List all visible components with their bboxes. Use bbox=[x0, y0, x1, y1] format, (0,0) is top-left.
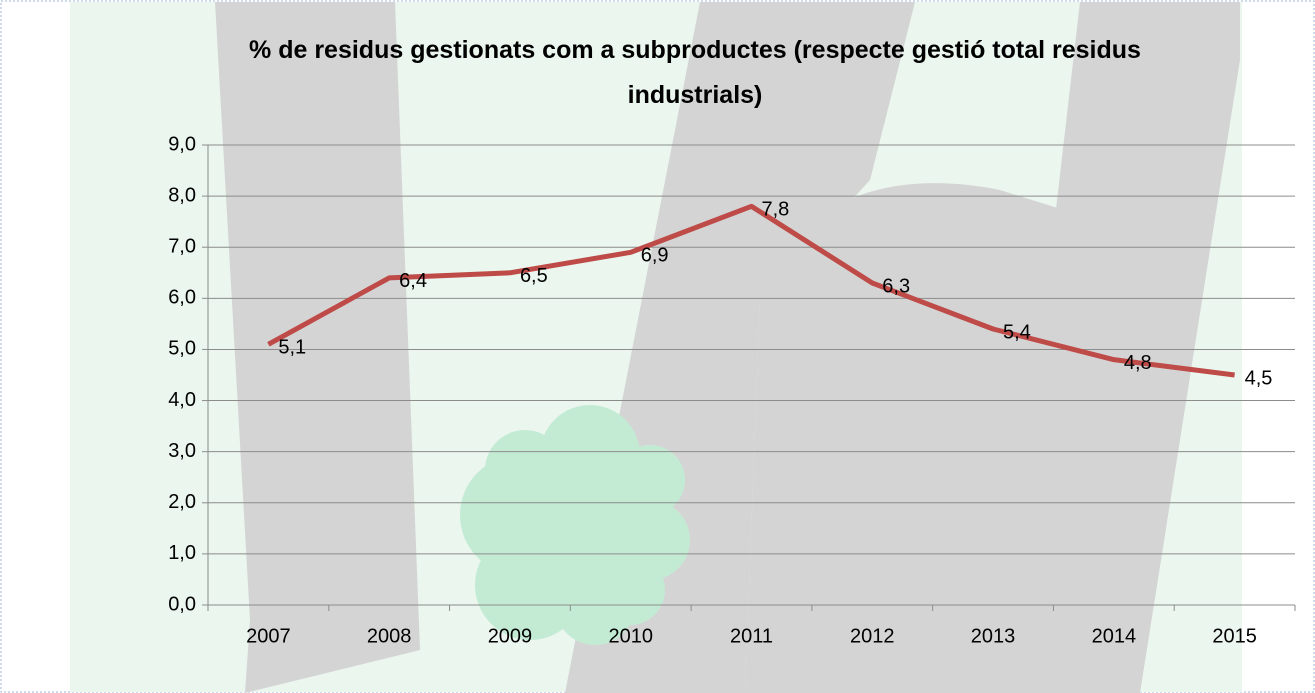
y-tick-label: 5,0 bbox=[168, 338, 196, 360]
value-label: 4,8 bbox=[1124, 352, 1152, 374]
value-label: 6,9 bbox=[641, 245, 669, 267]
chart-title: % de residus gestionats com a subproduct… bbox=[180, 28, 1210, 118]
value-label: 4,5 bbox=[1245, 367, 1273, 389]
y-tick-label: 4,0 bbox=[168, 389, 196, 411]
x-tick-label: 2010 bbox=[608, 625, 653, 647]
value-label: 6,3 bbox=[882, 275, 910, 297]
x-tick-label: 2015 bbox=[1212, 625, 1257, 647]
value-label: 6,4 bbox=[399, 270, 427, 292]
x-tick-label: 2014 bbox=[1092, 625, 1137, 647]
x-tick-label: 2008 bbox=[367, 625, 412, 647]
x-tick-label: 2007 bbox=[246, 625, 291, 647]
value-label: 5,4 bbox=[1003, 321, 1031, 343]
x-tick-label: 2013 bbox=[971, 625, 1016, 647]
y-tick-label: 9,0 bbox=[168, 133, 196, 155]
y-tick-label: 3,0 bbox=[168, 440, 196, 462]
x-tick-label: 2012 bbox=[850, 625, 895, 647]
y-tick-label: 2,0 bbox=[168, 491, 196, 513]
page: 0,0 1,0 2,0 3,0 4,0 5,0 6,0 7,0 8,0 9,0 2007 2008 20… bbox=[0, 0, 1315, 693]
value-label: 6,5 bbox=[520, 265, 548, 287]
y-tick-label: 7,0 bbox=[168, 236, 196, 258]
x-tick-label: 2011 bbox=[730, 625, 773, 647]
x-tick-label: 2009 bbox=[488, 625, 533, 647]
y-tick-label: 0,0 bbox=[168, 593, 196, 615]
value-label: 7,8 bbox=[762, 199, 790, 221]
y-tick-label: 6,0 bbox=[168, 287, 196, 309]
y-tick-label: 1,0 bbox=[168, 542, 196, 564]
value-label: 5,1 bbox=[278, 337, 306, 359]
y-tick-label: 8,0 bbox=[168, 184, 196, 206]
